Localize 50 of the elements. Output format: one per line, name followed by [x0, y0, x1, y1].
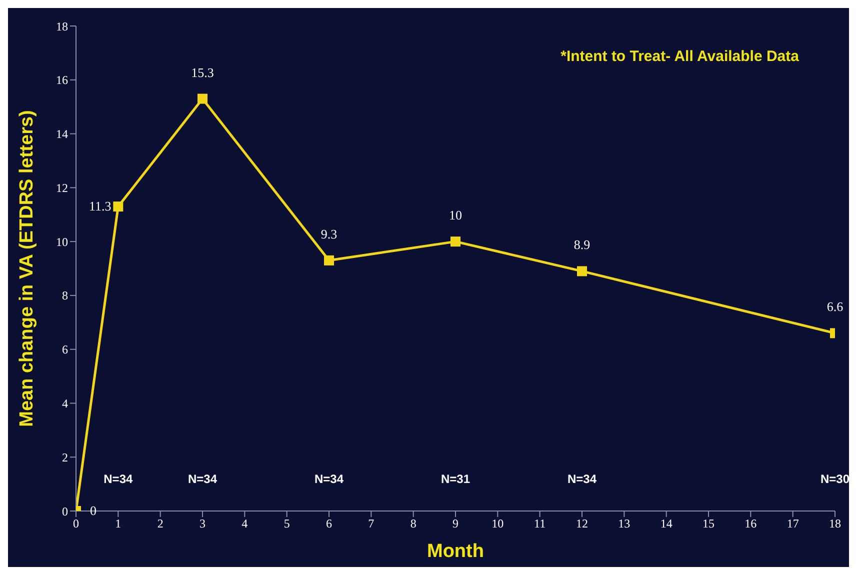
y-tick-label: 2 [62, 450, 68, 464]
x-tick-label: 12 [576, 516, 588, 531]
x-tick-label: 1 [115, 516, 122, 531]
data-label: 6.6 [826, 299, 844, 314]
data-label: 11.3 [89, 198, 112, 214]
y-axis-title: Mean change in VA (ETDRS letters) [16, 110, 38, 427]
x-tick-label: 5 [284, 516, 290, 531]
x-tick-label: 7 [368, 516, 374, 531]
y-tick-label: 14 [56, 127, 68, 142]
data-label: 8.9 [574, 237, 590, 252]
x-tick-label: 14 [660, 516, 672, 531]
x-tick-label: 17 [786, 516, 799, 531]
y-tick-label: 6 [62, 342, 68, 357]
y-tick-label: 0 [62, 504, 68, 518]
x-tick-label: 2 [157, 516, 164, 531]
y-tick-label: 4 [62, 396, 68, 410]
x-tick-label: 6 [326, 516, 332, 531]
annotation: N=34 [188, 472, 218, 486]
point [577, 266, 587, 276]
annotation: N=31 [440, 472, 470, 486]
annotation: N=30 [820, 472, 850, 486]
x-axis-title: Month [427, 541, 484, 562]
annotation: N=34 [104, 472, 133, 486]
y-tick-label: 8 [62, 288, 68, 303]
y-tick-label: 12 [56, 180, 68, 195]
annotation: N=34 [314, 472, 344, 486]
y-tick-label: 16 [56, 73, 68, 88]
x-tick-label: 4 [242, 516, 248, 531]
data-label: 9.3 [320, 226, 338, 242]
point [450, 236, 460, 247]
x-tick-label: 8 [410, 516, 416, 531]
point [324, 255, 334, 266]
y-tick-label: 10 [56, 234, 68, 249]
x-tick-label: 11 [534, 516, 546, 531]
x-tick-label: 18 [829, 516, 841, 531]
point [113, 202, 124, 212]
x-tick-label: 15 [702, 516, 714, 531]
x-tick-label: 13 [618, 516, 630, 531]
y-tick-label: 18 [56, 19, 68, 34]
annotation: N=34 [567, 472, 597, 486]
annotation: *Intent to Treat- All Available Data [560, 48, 799, 65]
x-tick-label: 10 [492, 516, 504, 531]
data-label: 15.3 [191, 64, 214, 80]
x-tick-label: 16 [744, 516, 757, 531]
x-tick-label: 0 [73, 516, 79, 531]
data-label: 0 [90, 503, 96, 518]
x-tick-label: 3 [200, 516, 206, 531]
x-tick-label: 9 [452, 516, 458, 531]
point [198, 94, 208, 104]
data-label: 10 [449, 208, 462, 223]
